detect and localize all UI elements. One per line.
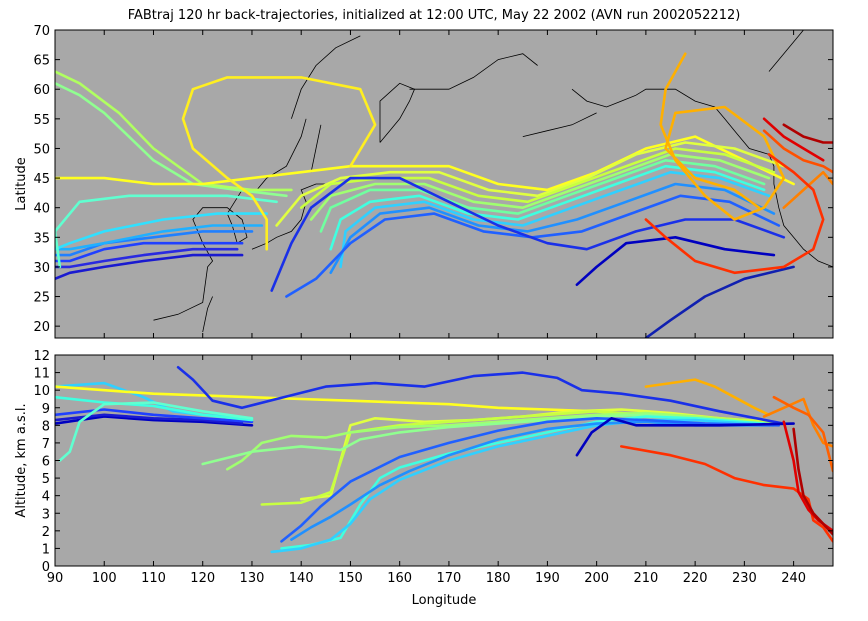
y-tick-label: 11 xyxy=(33,367,50,382)
trajectory-line-11 xyxy=(275,141,786,227)
trajectory-line-0 xyxy=(55,253,244,281)
x-tick-label: 200 xyxy=(584,571,609,586)
trajectory-line-13 xyxy=(309,153,771,221)
trajectory-line-17 xyxy=(644,378,771,417)
coastline-6 xyxy=(571,88,833,268)
trajectory-line-20 xyxy=(620,445,833,543)
x-tick-label: 210 xyxy=(633,571,658,586)
trajectory-line-2 xyxy=(55,408,254,424)
trajectory-line-7 xyxy=(55,82,288,198)
trajectory-line-4 xyxy=(55,224,264,251)
trajectory-line-3 xyxy=(55,230,254,257)
trajectory-line-9 xyxy=(55,135,795,192)
x-tick-label: 120 xyxy=(190,571,215,586)
trajectory-line-27 xyxy=(762,129,833,174)
y-tick-label: 60 xyxy=(33,83,50,98)
y-tick-label: 35 xyxy=(33,231,50,246)
y-tick-label: 25 xyxy=(33,291,50,306)
coastline-3 xyxy=(310,124,322,173)
trajectory-line-0 xyxy=(55,415,254,427)
coastline-0 xyxy=(291,35,361,119)
trajectory-line-21 xyxy=(575,236,776,286)
coastline-5 xyxy=(409,53,538,90)
x-tick-label: 110 xyxy=(141,571,166,586)
y-tick-label: 30 xyxy=(33,261,50,276)
trajectory-line-8 xyxy=(55,70,293,192)
trajectory-line-14 xyxy=(319,159,766,233)
x-tick-label: 220 xyxy=(683,571,708,586)
trajectory-line-24 xyxy=(644,153,825,275)
trajectory-line-14 xyxy=(280,417,781,543)
trajectory-line-4 xyxy=(55,395,254,422)
x-tick-label: 100 xyxy=(92,571,117,586)
x-tick-label: 230 xyxy=(732,571,757,586)
map-y-axis-label: Latitude xyxy=(14,157,29,211)
trajectory-line-9 xyxy=(226,411,766,471)
y-tick-label: 20 xyxy=(33,320,50,335)
trajectory-line-22 xyxy=(792,427,833,536)
x-tick-label: 190 xyxy=(535,571,560,586)
chart-title: FABtraj 120 hr back-trajectories, initia… xyxy=(128,8,741,23)
x-axis-label: Longitude xyxy=(412,593,477,608)
y-tick-label: 40 xyxy=(33,202,50,217)
y-tick-label: 0 xyxy=(42,560,50,575)
trajectory-line-19 xyxy=(772,395,833,473)
y-tick-label: 55 xyxy=(33,113,50,128)
coastline-7 xyxy=(522,112,597,137)
trajectory-line-5 xyxy=(58,401,254,462)
y-tick-label: 9 xyxy=(42,402,50,417)
plot-frame xyxy=(54,29,834,339)
trajectory-line-10 xyxy=(181,76,377,251)
trajectory-line-13 xyxy=(290,420,776,541)
map-panel: 20 25 30 35 40 45 50 55 60 65 70 xyxy=(33,24,834,339)
trajectory-line-5 xyxy=(55,212,268,251)
y-tick-label: 7 xyxy=(42,437,50,452)
y-tick-label: 1 xyxy=(42,542,50,557)
trajectory-line-6 xyxy=(55,194,278,269)
y-tick-label: 70 xyxy=(33,24,50,39)
trajectory-line-22 xyxy=(659,52,786,221)
trajectory-line-19 xyxy=(270,176,786,292)
x-tick-label: 170 xyxy=(437,571,462,586)
trajectory-line-18 xyxy=(285,194,781,298)
coastline-2 xyxy=(251,183,326,250)
coastline-8 xyxy=(202,296,213,333)
y-tick-label: 4 xyxy=(42,490,50,505)
coastline-1 xyxy=(153,118,307,321)
trajectory-line-16 xyxy=(575,417,795,457)
trajectory-line-15 xyxy=(176,366,786,425)
x-tick-label: 160 xyxy=(387,571,412,586)
x-tick-label: 130 xyxy=(240,571,265,586)
y-tick-label: 8 xyxy=(42,419,50,434)
y-tick-label: 2 xyxy=(42,525,50,540)
trajectory-line-25 xyxy=(762,117,825,162)
y-tick-label: 50 xyxy=(33,142,50,157)
y-tick-label: 6 xyxy=(42,455,50,470)
trajectory-line-2 xyxy=(55,241,244,263)
trajectory-line-11 xyxy=(280,415,766,550)
x-tick-label: 140 xyxy=(289,571,314,586)
x-tick-label: 240 xyxy=(781,571,806,586)
x-tick-label: 90 xyxy=(47,571,64,586)
trajectory-line-12 xyxy=(299,147,776,209)
trajectory-line-1 xyxy=(55,247,239,269)
y-tick-label: 5 xyxy=(42,472,50,487)
plot-background xyxy=(55,355,833,566)
trajectory-line-20 xyxy=(644,265,795,338)
y-tick-label: 10 xyxy=(33,384,50,399)
coastline-9 xyxy=(768,30,804,72)
y-tick-label: 12 xyxy=(33,349,50,364)
y-tick-label: 45 xyxy=(33,172,50,187)
y-tick-label: 3 xyxy=(42,507,50,522)
trajectory-line-17 xyxy=(329,182,776,275)
y-tick-label: 65 xyxy=(33,54,50,69)
x-tick-label: 150 xyxy=(338,571,363,586)
trajectory-line-10 xyxy=(201,413,771,466)
altitude-y-axis-label: Altitude, km a.s.l. xyxy=(14,403,29,517)
trajectory-line-26 xyxy=(782,123,833,144)
x-tick-label: 180 xyxy=(486,571,511,586)
